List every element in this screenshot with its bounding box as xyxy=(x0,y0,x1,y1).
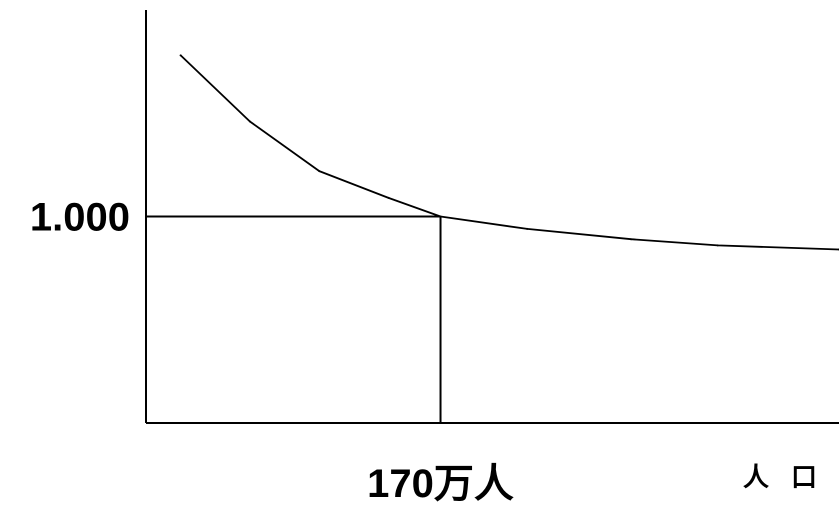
data-point xyxy=(248,120,251,123)
y-reference-label: 1.000 xyxy=(30,196,130,240)
data-point xyxy=(526,227,529,230)
data-point xyxy=(179,54,182,57)
series-points xyxy=(179,54,839,251)
data-point xyxy=(439,215,442,218)
data-point xyxy=(318,170,321,173)
data-point xyxy=(716,244,719,247)
data-point xyxy=(387,196,390,199)
x-reference-label: 170万人 xyxy=(367,462,514,506)
data-point xyxy=(630,238,633,241)
series-curve xyxy=(179,54,839,251)
x-axis-label: 人口 xyxy=(743,462,839,492)
